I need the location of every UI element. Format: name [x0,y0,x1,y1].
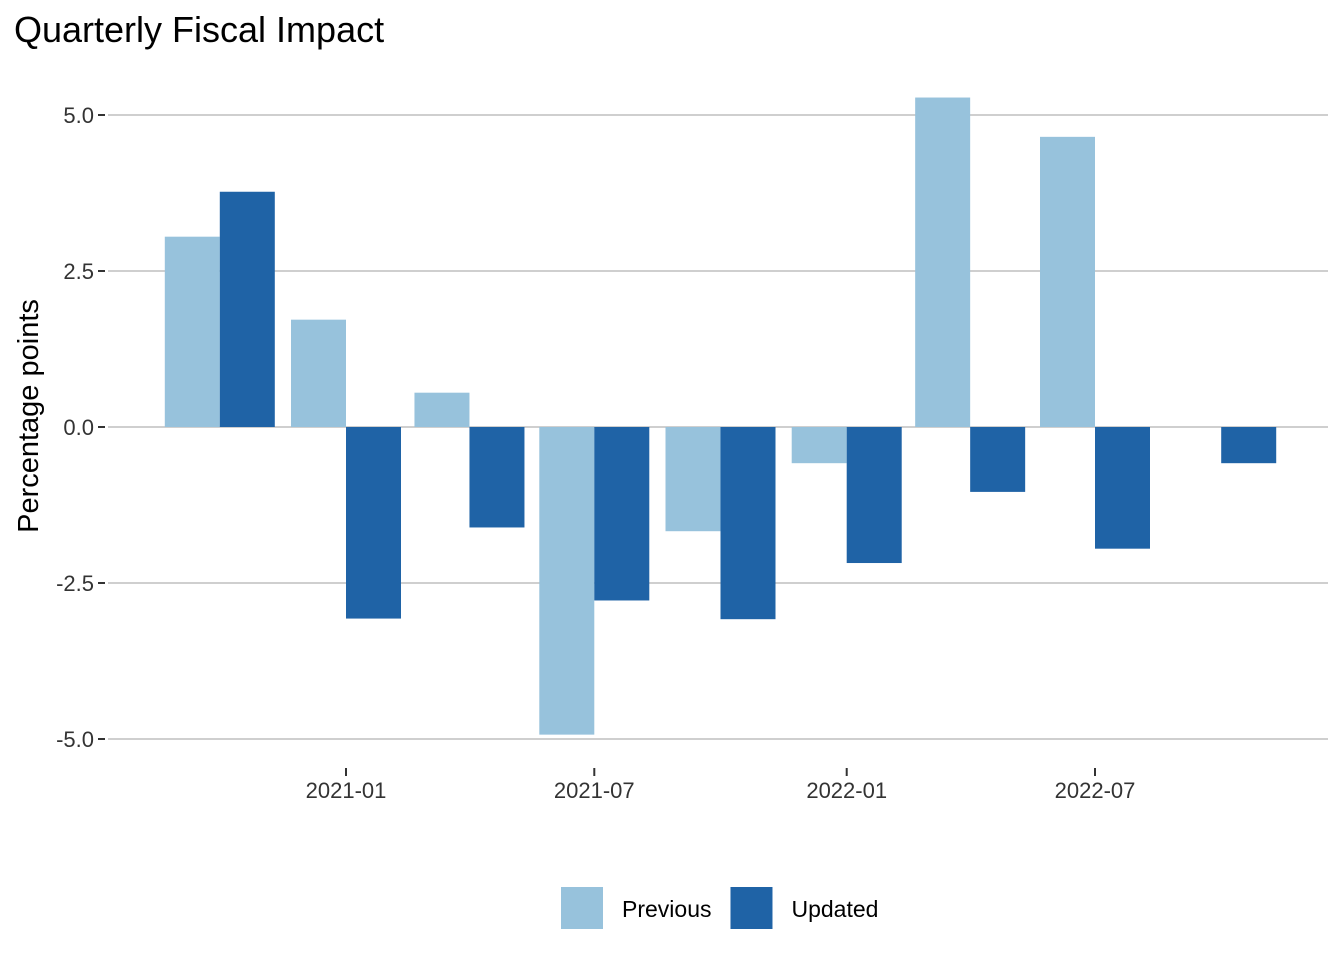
bar-previous-2020-10-01 [164,236,220,427]
bar-updated-2021-07-01 [594,427,650,601]
bar-updated-2021-04-01 [469,427,525,528]
y-tick-label: -5.0 [56,727,94,752]
x-tick-label: 2022-07 [1055,778,1136,803]
bar-updated-2021-10-01 [720,427,776,620]
x-tick-label: 2021-07 [554,778,635,803]
y-tick-label: 0.0 [63,415,94,440]
bar-updated-2022-07-01 [1095,427,1150,549]
bar-previous-2022-04-01 [915,97,971,427]
bar-updated-2021-01-01 [346,427,401,619]
y-tick-label: 5.0 [63,103,94,128]
bar-previous-2022-01-01 [791,427,847,464]
x-tick-label: 2022-01 [806,778,887,803]
bar-previous-2021-04-01 [414,392,470,427]
bar-updated-2022-01-01 [846,427,902,564]
bar-previous-2022-07-01 [1040,136,1095,427]
bar-previous-2021-10-01 [665,427,721,532]
bar-previous-2021-01-01 [291,319,346,427]
bar-previous-2021-07-01 [539,427,595,735]
bar-updated-2020-10-01 [219,191,275,427]
bars [164,97,1277,735]
legend-label-previous: Previous [622,896,711,922]
y-axis-label: Percentage points [13,299,45,533]
y-tick-label: -2.5 [56,571,94,596]
legend-label-updated: Updated [791,896,878,922]
y-tick-label: 2.5 [63,259,94,284]
y-axis: -5.0 -2.5 0.0 2.5 5.0 [56,103,105,752]
bar-updated-2022-04-01 [970,427,1026,492]
x-axis: 2021-01 2021-07 2022-01 2022-07 [306,768,1136,803]
x-tick-label: 2021-01 [306,778,387,803]
bar-updated-2022-10-01 [1221,427,1277,464]
legend: Previous Updated [561,887,878,929]
legend-swatch-previous [561,887,603,929]
chart-title: Quarterly Fiscal Impact [14,9,384,50]
legend-swatch-updated [730,887,773,929]
